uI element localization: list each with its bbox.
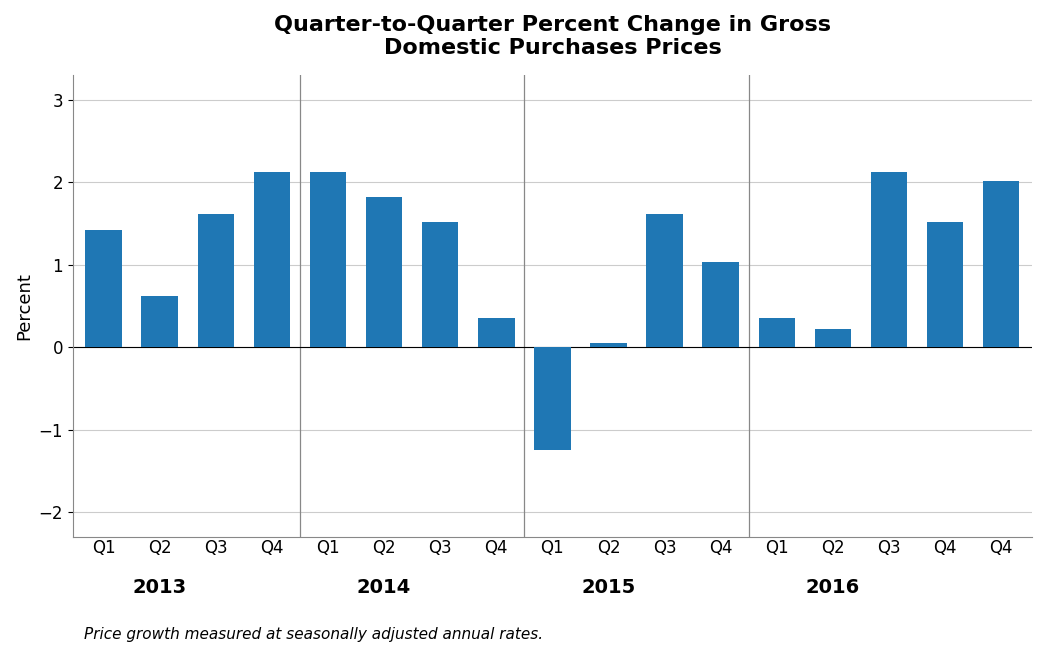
Text: 2013: 2013 (133, 578, 186, 597)
Bar (422, 222, 459, 347)
Bar (815, 329, 851, 347)
Bar (365, 197, 402, 347)
Title: Quarter-to-Quarter Percent Change in Gross
Domestic Purchases Prices: Quarter-to-Quarter Percent Change in Gro… (274, 15, 831, 58)
Bar (253, 172, 290, 347)
Bar (478, 318, 514, 347)
Text: Price growth measured at seasonally adjusted annual rates.: Price growth measured at seasonally adju… (84, 627, 543, 642)
Bar (646, 214, 683, 347)
Bar (983, 181, 1020, 347)
Text: 2016: 2016 (806, 578, 860, 597)
Bar (310, 172, 347, 347)
Bar (871, 172, 907, 347)
Bar (703, 262, 739, 347)
Text: 2015: 2015 (581, 578, 636, 597)
Bar (534, 347, 571, 450)
Bar (198, 214, 235, 347)
Bar (86, 230, 121, 347)
Y-axis label: Percent: Percent (15, 272, 34, 340)
Bar (141, 296, 178, 347)
Bar (758, 318, 795, 347)
Text: 2014: 2014 (357, 578, 411, 597)
Bar (927, 222, 963, 347)
Bar (591, 343, 627, 347)
